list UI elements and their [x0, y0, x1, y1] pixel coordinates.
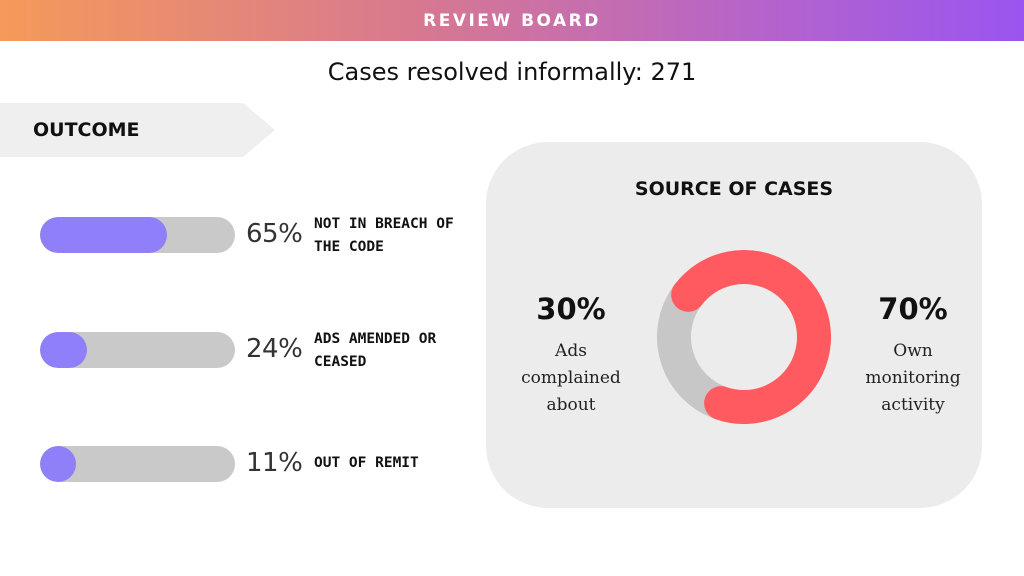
outcome-bar-label: OUT OF REMIT: [314, 455, 419, 471]
outcome-bar-track: [40, 332, 235, 368]
cases-resolved-headline: Cases resolved informally: 271: [327, 58, 697, 86]
donut-slice-monitoring: [671, 250, 831, 424]
share-description: Ads complained about: [521, 341, 621, 415]
share-complained: 30% Ads complained about: [506, 292, 636, 419]
share-percent: 70%: [878, 292, 948, 326]
outcome-bar-fill: [40, 332, 87, 368]
outcome-bar-label: NOT IN BREACH OF THE CODE: [314, 216, 454, 255]
share-percent: 30%: [536, 292, 606, 326]
donut-slice-complained: [657, 284, 728, 420]
outcome-bar-percent: 11%: [246, 448, 303, 478]
outcome-bar-fill: [40, 217, 167, 253]
share-monitoring: 70% Own monitoring activity: [848, 292, 978, 419]
header-title: REVIEW BOARD: [423, 10, 601, 31]
outcome-section-tab: OUTCOME: [0, 103, 275, 157]
outcome-bar-percent: 65%: [246, 219, 303, 249]
source-of-cases-panel: SOURCE OF CASES 30% Ads complained about…: [486, 142, 982, 508]
outcome-bar-fill: [40, 446, 76, 482]
outcome-bar-label: ADS AMENDED OR CEASED: [314, 331, 437, 370]
source-panel-title: SOURCE OF CASES: [634, 178, 834, 200]
outcome-bar-track: [40, 446, 235, 482]
header-banner: REVIEW BOARD: [0, 0, 1024, 41]
share-description: Own monitoring activity: [865, 341, 961, 415]
outcome-bar-percent: 24%: [246, 334, 303, 364]
outcome-section-label: OUTCOME: [33, 119, 140, 141]
source-donut-chart: [657, 250, 831, 424]
outcome-bar-track: [40, 217, 235, 253]
